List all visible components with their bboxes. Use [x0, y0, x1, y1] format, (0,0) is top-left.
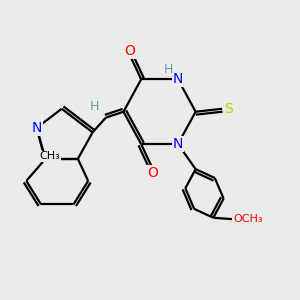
Text: H: H [90, 100, 99, 113]
Text: H: H [164, 62, 173, 76]
Text: O: O [148, 166, 158, 180]
Text: CH₃: CH₃ [40, 152, 60, 161]
Text: O: O [124, 44, 135, 58]
Text: N: N [173, 137, 183, 151]
Text: N: N [173, 72, 183, 86]
Text: OCH₃: OCH₃ [233, 214, 262, 224]
Text: S: S [224, 102, 233, 116]
Text: N: N [32, 121, 42, 135]
